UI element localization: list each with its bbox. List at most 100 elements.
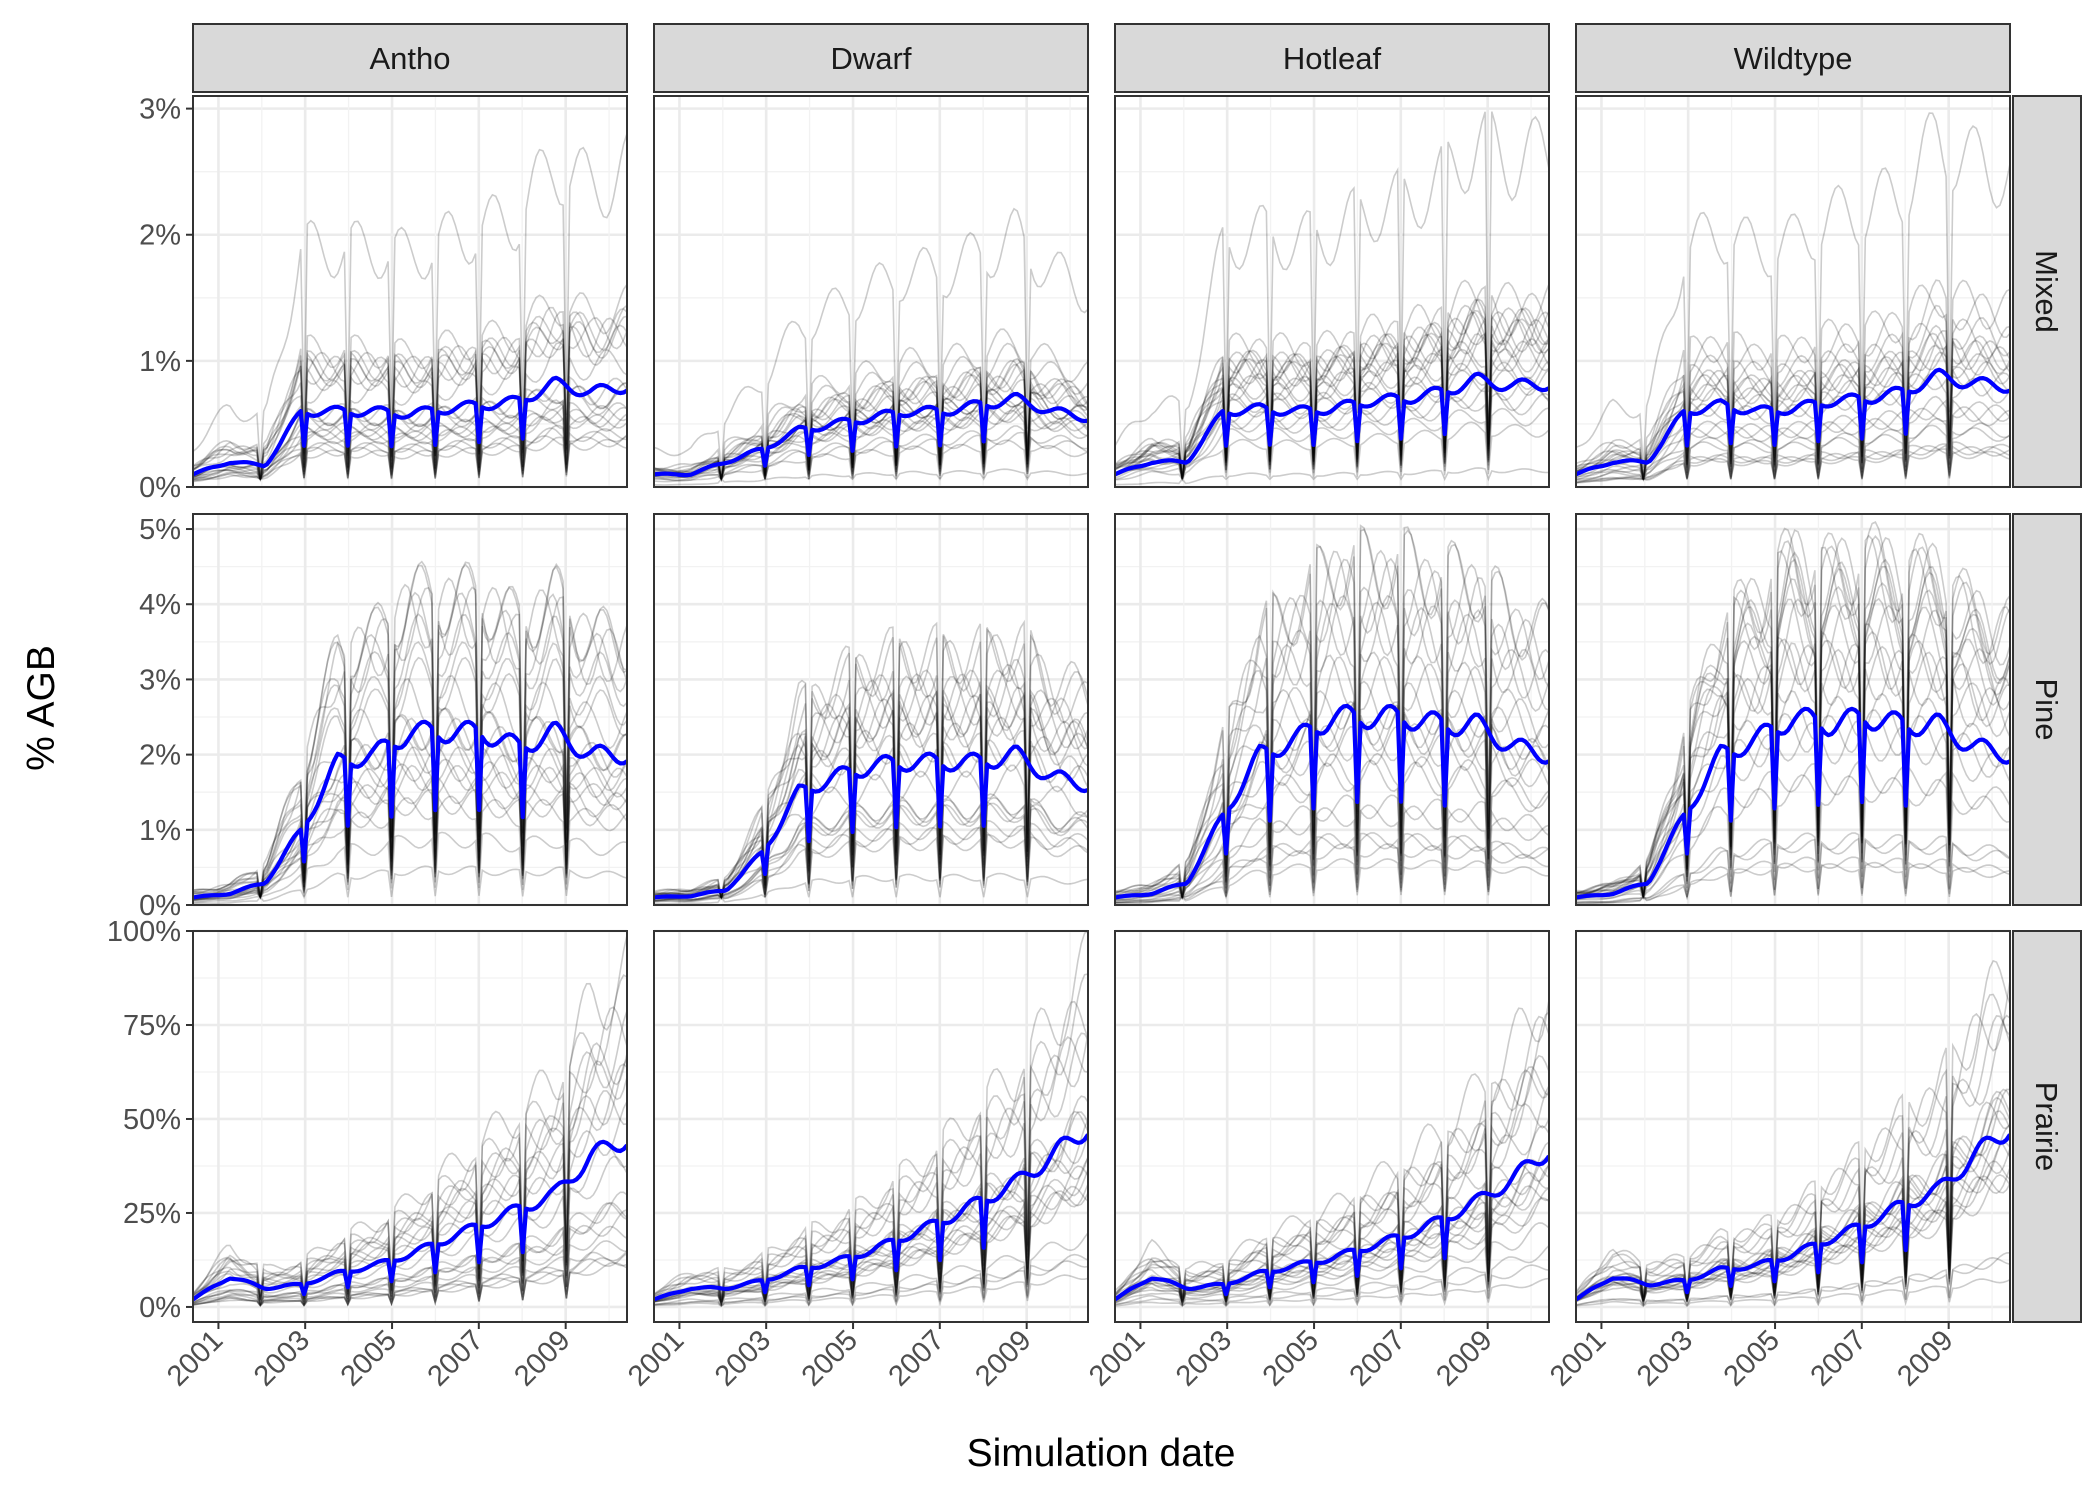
facet-panel [192, 929, 628, 1323]
ensemble-member-line [1576, 759, 2010, 901]
ensemble-member-line [1576, 719, 2010, 900]
ensemble-member-line [193, 341, 627, 480]
ensemble-member-line [193, 613, 627, 898]
ensemble-member-line [193, 935, 627, 1297]
x-tick-label: 2003 [1170, 1324, 1238, 1392]
row-strip: Mixed [2012, 95, 2082, 488]
ensemble-member-line [193, 1058, 627, 1300]
ensemble-member-line [193, 774, 627, 901]
facet-panel [1575, 95, 2011, 489]
ensemble-member-line [1115, 332, 1549, 480]
ensemble-member-line [654, 802, 1088, 902]
row-strip-box [2012, 930, 2082, 1323]
ensemble-member-line [1115, 332, 1549, 480]
y-tick-label: 2% [139, 740, 181, 772]
ensemble-member-line [193, 1240, 627, 1307]
ensemble-member-line [654, 801, 1088, 902]
ensemble-member-line [654, 684, 1088, 901]
ensemble-member-line [654, 1260, 1088, 1307]
ensemble-member-line [654, 1032, 1088, 1300]
ensemble-member-line [1576, 529, 2010, 897]
ensemble-member-line [1576, 448, 2010, 484]
ensemble-member-line [1115, 1197, 1549, 1306]
ensemble-member-line [193, 764, 627, 901]
ensemble-member-line [193, 563, 627, 898]
ensemble-mean-line [1115, 703, 1549, 900]
ensemble-member-line [654, 1183, 1088, 1307]
ensemble-member-line [1576, 980, 2010, 1297]
ensemble-member-line [193, 306, 627, 480]
y-tick-label: 0% [139, 1292, 181, 1324]
ensemble-member-line [654, 793, 1088, 902]
ensemble-member-line [193, 758, 627, 901]
y-tick-label: 3% [139, 94, 181, 126]
ensemble-member-line [1576, 959, 2010, 1297]
ensemble-member-line [654, 619, 1088, 898]
ensemble-member-line [1115, 285, 1549, 477]
ensemble-members [1115, 999, 1549, 1308]
ensemble-member-line [1576, 1167, 2010, 1306]
ensemble-member-line [654, 1033, 1088, 1301]
ensemble-member-line [1576, 337, 2010, 479]
facet-panel [192, 95, 628, 489]
column-strip-label: Hotleaf [1283, 41, 1382, 76]
y-tick-label: 5% [139, 514, 181, 546]
ensemble-member-line [1115, 528, 1549, 895]
ensemble-member-line [193, 324, 627, 479]
ensemble-member-line [193, 406, 627, 482]
ensemble-member-line [1115, 725, 1549, 900]
ensemble-member-line [193, 1010, 627, 1299]
ensemble-member-line [1115, 655, 1549, 898]
x-tick-label: 2007 [1805, 1324, 1873, 1392]
ensemble-member-line [193, 1250, 627, 1307]
ensemble-member-line [654, 669, 1088, 898]
ensemble-member-line [654, 1190, 1088, 1307]
ensemble-member-line [1115, 304, 1549, 477]
ensemble-member-line [654, 658, 1088, 900]
ensemble-member-line [654, 1157, 1088, 1306]
y-tick-label: 2% [139, 220, 181, 252]
ensemble-member-line [193, 1101, 627, 1302]
ensemble-member-line [654, 1165, 1088, 1307]
ensemble-member-line [1115, 1185, 1549, 1307]
ensemble-member-line [1115, 651, 1549, 898]
ensemble-member-line [1576, 324, 2010, 480]
ensemble-mean-line [193, 375, 627, 477]
facet-panel [653, 95, 1089, 489]
x-tick-label: 2005 [796, 1324, 864, 1392]
panel-border [192, 513, 628, 906]
ensemble-member-line [654, 701, 1088, 900]
ensemble-member-line [193, 1060, 627, 1301]
ensemble-member-line [1115, 1066, 1549, 1301]
ensemble-member-line [1576, 774, 2010, 901]
ensemble-mean-line [654, 391, 1088, 478]
ensemble-member-line [193, 707, 627, 899]
ensemble-member-line [654, 439, 1088, 483]
row-strip-box [2012, 513, 2082, 906]
ensemble-member-line [1576, 861, 2010, 905]
ensemble-member-line [654, 1000, 1088, 1300]
ensemble-member-line [193, 427, 627, 481]
ensemble-member-line [654, 409, 1088, 482]
ensemble-member-line [1115, 549, 1549, 898]
facet-panel [653, 513, 1089, 907]
facet-strips: Antho Dwarf Hotleaf Wildtype Mixed Pine Prairi… [192, 23, 2082, 1323]
ensemble-member-line [1576, 1015, 2010, 1299]
ensemble-member-line [1576, 406, 2010, 482]
panels-layer [192, 95, 2011, 1323]
ensemble-member-line [654, 663, 1088, 901]
ensemble-member-line [654, 468, 1088, 486]
x-tick-label: 2001 [1544, 1324, 1612, 1392]
column-strip-box [1114, 23, 1550, 93]
facet-panel [1575, 513, 2011, 907]
ensemble-member-line [1115, 1158, 1549, 1306]
ensemble-member-line [1115, 347, 1549, 479]
ensemble-member-line [1576, 1174, 2010, 1306]
ensemble-member-line [654, 1253, 1088, 1307]
ensemble-member-line [1576, 1160, 2010, 1306]
x-tick-label: 2001 [1083, 1324, 1151, 1392]
ensemble-member-line [1115, 385, 1549, 480]
ensemble-member-line [1115, 804, 1549, 903]
ensemble-member-line [654, 973, 1088, 1299]
